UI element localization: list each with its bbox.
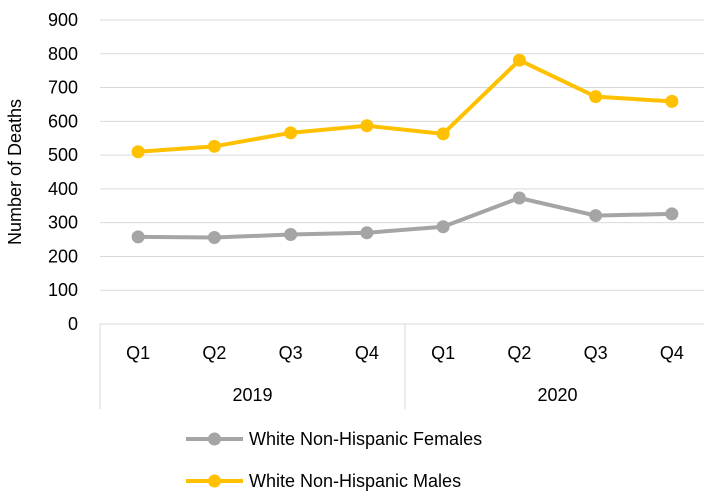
data-point (513, 54, 526, 67)
legend-label: White Non-Hispanic Males (249, 471, 461, 491)
x-tick-label: Q3 (279, 343, 303, 363)
data-point (360, 226, 373, 239)
data-point (589, 90, 602, 103)
y-tick-label: 600 (48, 111, 78, 131)
x-tick-label: Q4 (660, 343, 684, 363)
y-tick-label: 700 (48, 78, 78, 98)
data-point (513, 192, 526, 205)
legend-label: White Non-Hispanic Females (249, 429, 482, 449)
y-tick-label: 900 (48, 10, 78, 30)
y-tick-label: 0 (68, 314, 78, 334)
data-point (665, 95, 678, 108)
data-point (589, 209, 602, 222)
data-point (132, 145, 145, 158)
y-tick-label: 400 (48, 179, 78, 199)
series-line (138, 60, 672, 152)
x-axis: Q1 Q2 Q3 Q4 Q1 Q2 Q3 Q4 2019 2020 (100, 324, 704, 409)
y-tick-label: 200 (48, 246, 78, 266)
series-lines (132, 54, 679, 244)
legend: White Non-Hispanic Females White Non-Hisp… (186, 429, 482, 491)
data-point (132, 230, 145, 243)
data-point (208, 231, 221, 244)
x-group-label: 2020 (537, 385, 577, 405)
x-group-label: 2019 (232, 385, 272, 405)
y-axis-ticks: 0 100 200 300 400 500 600 700 800 900 (48, 10, 78, 334)
legend-marker (208, 475, 221, 488)
y-tick-label: 100 (48, 280, 78, 300)
y-tick-label: 500 (48, 145, 78, 165)
x-tick-label: Q2 (507, 343, 531, 363)
data-point (665, 207, 678, 220)
data-point (284, 126, 297, 139)
data-point (284, 228, 297, 241)
data-point (437, 127, 450, 140)
legend-marker (208, 433, 221, 446)
x-tick-label: Q1 (126, 343, 150, 363)
data-point (208, 140, 221, 153)
y-tick-label: 300 (48, 213, 78, 233)
x-tick-label: Q1 (431, 343, 455, 363)
y-axis-title: Number of Deaths (5, 99, 25, 245)
data-point (360, 119, 373, 132)
y-tick-label: 800 (48, 44, 78, 64)
x-tick-label: Q2 (202, 343, 226, 363)
x-tick-label: Q3 (584, 343, 608, 363)
x-tick-label: Q4 (355, 343, 379, 363)
gridlines (100, 20, 704, 324)
data-point (437, 220, 450, 233)
